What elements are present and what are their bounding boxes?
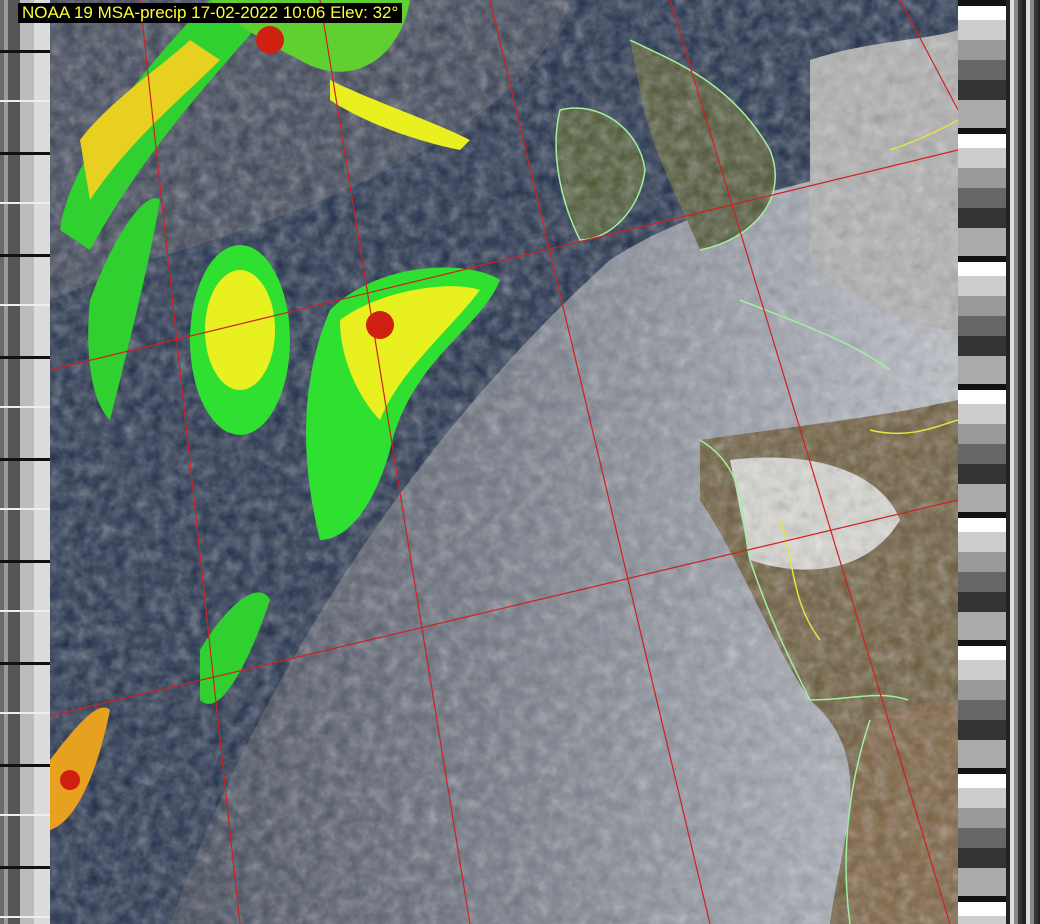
calibration-wedges — [958, 0, 1006, 924]
precip-band — [330, 80, 470, 150]
precip-cell — [60, 770, 80, 790]
telemetry-ticks-left — [0, 0, 50, 924]
precip-cell — [205, 270, 275, 390]
texture-noise — [50, 0, 958, 924]
satellite-imagery — [50, 0, 958, 924]
precip-band — [88, 198, 160, 420]
coastlines — [555, 39, 909, 924]
precip-band — [80, 40, 220, 200]
precip-band — [60, 0, 280, 250]
image-caption: NOAA 19 MSA-precip 17-02-2022 10:06 Elev… — [18, 3, 403, 23]
borders — [779, 119, 958, 641]
graticule — [50, 0, 958, 924]
precip-cell — [256, 26, 284, 54]
precipitation — [50, 0, 500, 830]
precip-cell — [366, 311, 394, 339]
precip-band — [50, 707, 110, 830]
